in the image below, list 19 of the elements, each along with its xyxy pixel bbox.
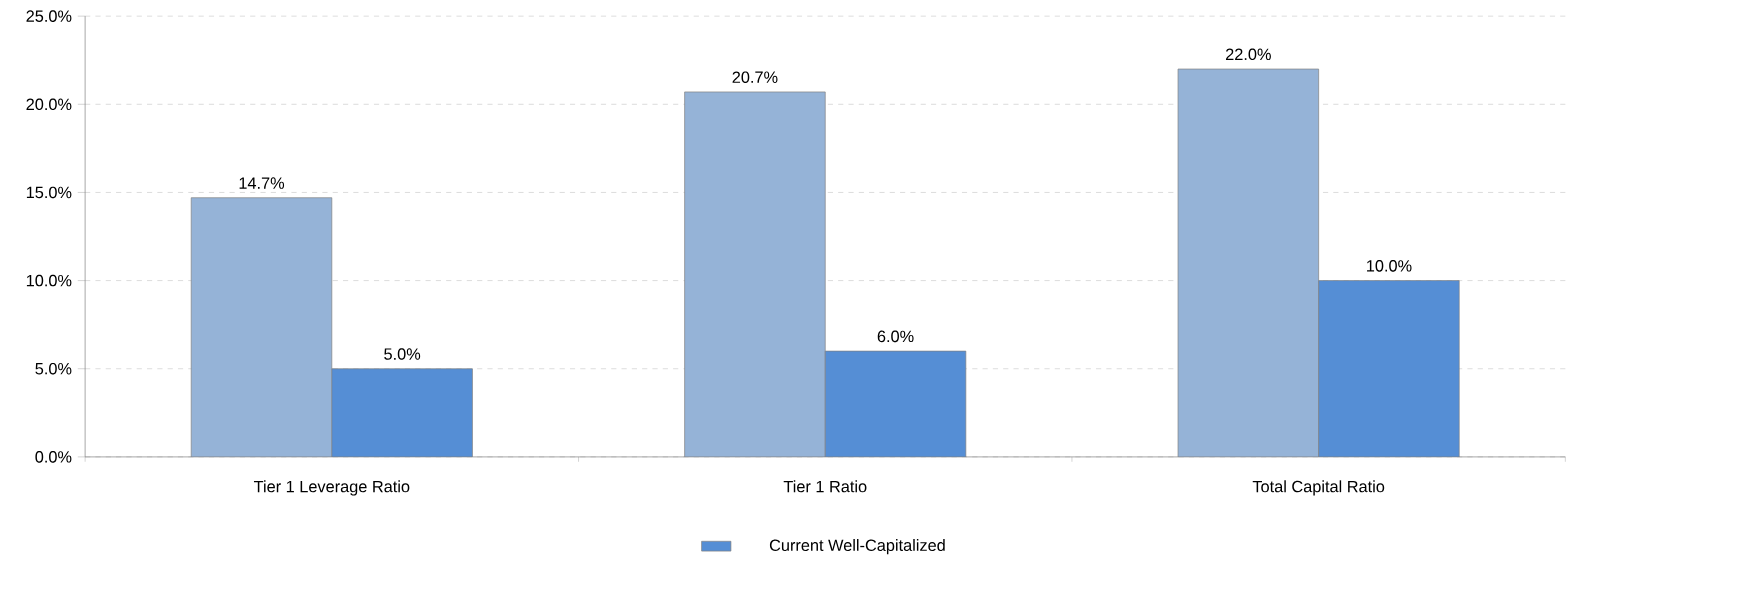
bar <box>1177 68 1319 457</box>
data-label: 10.0% <box>1367 260 1412 272</box>
x-tick-label: Tier 1 Ratio <box>783 480 867 493</box>
data-label: 6.0% <box>877 330 914 343</box>
y-tick-label: 20.0% <box>26 98 72 111</box>
y-tick-label: 25.0% <box>26 10 72 22</box>
y-tick-label: 0.0% <box>35 451 72 463</box>
x-tick-label: Total Capital Ratio <box>1252 480 1385 496</box>
legend-label: Current Well-Capitalized <box>769 539 945 555</box>
y-tick-label: 10.0% <box>26 274 72 287</box>
data-label: 14.7% <box>239 177 285 189</box>
y-tick-label: 15.0% <box>26 186 72 199</box>
x-tick-label: Tier 1 Leverage Ratio <box>253 480 410 496</box>
bar <box>191 197 332 457</box>
bar <box>684 92 826 457</box>
y-tick-label: 5.0% <box>35 363 72 375</box>
data-label: 5.0% <box>384 348 421 360</box>
data-label: 22.0% <box>1225 48 1271 61</box>
data-label: 20.7% <box>732 71 778 84</box>
